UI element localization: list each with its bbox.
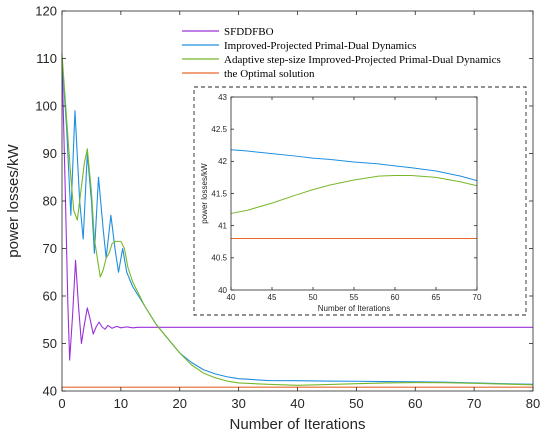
legend-label: Improved-Projected Primal-Dual Dynamics bbox=[224, 40, 416, 52]
y-tick-label: 100 bbox=[35, 99, 57, 114]
inset-y-tick-label: 41.5 bbox=[211, 189, 227, 198]
inset-x-tick-label: 50 bbox=[309, 293, 318, 302]
x-tick-label: 50 bbox=[349, 396, 363, 411]
x-tick-label: 0 bbox=[58, 396, 65, 411]
inset-dashed-frame bbox=[193, 86, 527, 316]
inset-x-tick-label: 40 bbox=[227, 293, 236, 302]
x-tick-label: 10 bbox=[114, 396, 128, 411]
inset-x-tick-label: 60 bbox=[391, 293, 400, 302]
inset-y-tick-label: 40 bbox=[218, 286, 227, 295]
legend-label: SFDDFBO bbox=[224, 26, 274, 38]
inset-y-tick-label: 40.5 bbox=[211, 254, 227, 263]
x-tick-label: 40 bbox=[290, 396, 304, 411]
inset-y-tick-label: 43 bbox=[218, 93, 227, 102]
y-tick-label: 50 bbox=[43, 336, 57, 351]
inset-y-tick-label: 42 bbox=[218, 157, 227, 166]
x-tick-label: 70 bbox=[467, 396, 481, 411]
inset-x-tick-label: 70 bbox=[473, 293, 482, 302]
y-tick-label: 110 bbox=[36, 51, 57, 66]
inset-x-tick-label: 65 bbox=[432, 293, 441, 302]
inset-x-tick-label: 55 bbox=[350, 293, 359, 302]
x-tick-label: 60 bbox=[408, 396, 422, 411]
x-tick-label: 30 bbox=[231, 396, 245, 411]
legend-label: the Optimal solution bbox=[224, 68, 315, 80]
y-axis-label: power losses/kW bbox=[5, 143, 22, 257]
x-tick-label: 80 bbox=[526, 396, 540, 411]
series-line-adaptive-step-size-improved-projected-primal-dual-dynamics bbox=[61, 53, 534, 386]
legend-label: Adaptive step-size Improved-Projected Pr… bbox=[224, 54, 501, 66]
x-axis-label: Number of Iterations bbox=[230, 416, 366, 433]
inset-chart: 40 45 50 55 60 65 70 40 40.5 41 41.5 42 42.5 43 Number… bbox=[193, 86, 527, 316]
inset-x-axis-label: Number of Iterations bbox=[318, 304, 390, 313]
y-tick-label: 40 bbox=[43, 384, 57, 399]
legend: SFDDFBO Improved-Projected Primal-Dual Dy… bbox=[182, 26, 501, 80]
inset-x-tick-label: 45 bbox=[268, 293, 277, 302]
inset-y-axis-label: power losses/kW bbox=[200, 163, 209, 224]
inset-series-line-series-1 bbox=[230, 149, 478, 182]
inset-series-line-series-2 bbox=[230, 174, 478, 214]
y-tick-label: 80 bbox=[43, 194, 57, 209]
y-tick-label: 60 bbox=[43, 289, 57, 304]
main-chart: 0 10 20 30 40 50 60 70 80 40 50 60 70 80 90 100 110 120 Nu… bbox=[5, 4, 540, 433]
y-tick-label: 90 bbox=[43, 146, 57, 161]
inset-y-tick-label: 42.5 bbox=[211, 125, 227, 134]
y-tick-label: 70 bbox=[43, 241, 57, 256]
x-tick-label: 20 bbox=[173, 396, 187, 411]
series-line-sfddfbo bbox=[61, 58, 533, 361]
y-tick-label: 120 bbox=[35, 4, 57, 19]
inset-y-tick-label: 41 bbox=[218, 221, 227, 230]
